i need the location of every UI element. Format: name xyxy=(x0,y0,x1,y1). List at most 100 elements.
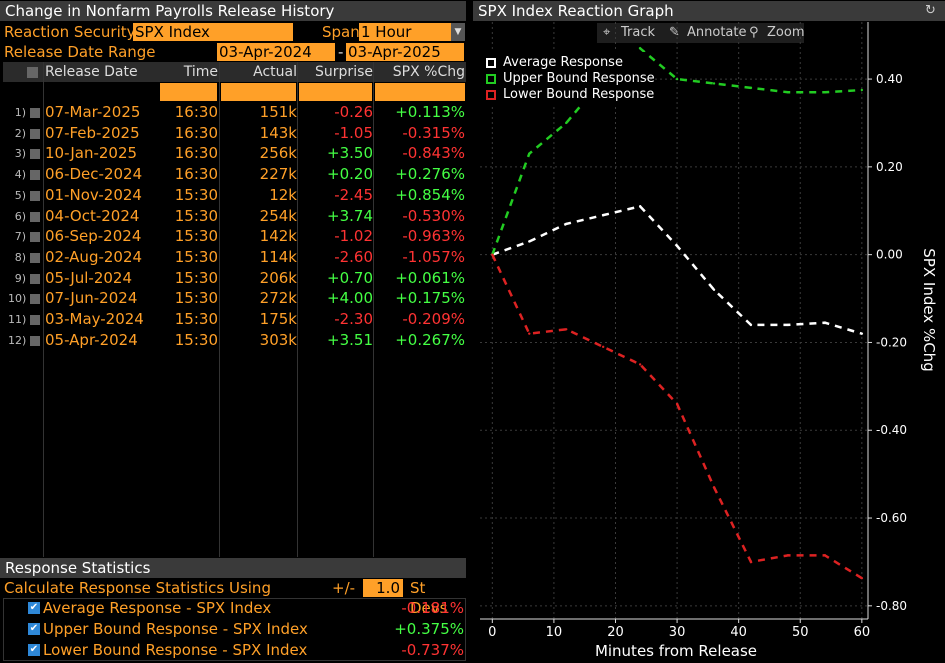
row-checkbox[interactable] xyxy=(30,149,40,160)
date-from-input[interactable]: 03-Apr-2024 xyxy=(217,43,335,61)
stats-value: -0.737% xyxy=(401,641,464,659)
row-checkbox[interactable] xyxy=(30,294,40,305)
time-cell: 15:30 xyxy=(174,289,218,308)
row-number: 1) xyxy=(14,106,26,119)
row-checkbox[interactable] xyxy=(30,170,40,181)
col-surprise[interactable]: Surprise xyxy=(315,64,373,80)
surprise-cell: +0.70 xyxy=(327,268,373,287)
surprise-cell: +3.51 xyxy=(327,330,373,349)
row-checkbox[interactable] xyxy=(30,211,40,222)
time-cell: 15:30 xyxy=(174,247,218,266)
surprise-cell: +3.74 xyxy=(327,206,373,225)
release-date-cell: 05-Apr-2024 xyxy=(45,330,138,349)
row-checkbox[interactable] xyxy=(30,252,40,263)
zoom-button[interactable]: Zoom xyxy=(767,25,805,40)
filter-spx-chg[interactable] xyxy=(375,83,465,101)
col-release-date[interactable]: Release Date xyxy=(45,64,138,80)
filter-time[interactable] xyxy=(160,83,217,101)
table-row[interactable]: 5) 01-Nov-2024 15:30 12k -2.45 +0.854% xyxy=(3,185,466,206)
col-actual[interactable]: Actual xyxy=(253,64,297,80)
time-cell: 16:30 xyxy=(174,103,218,121)
table-row[interactable]: 10) 07-Jun-2024 15:30 272k +4.00 +0.175% xyxy=(3,288,466,309)
table-header: Release Date Time Actual Surprise SPX %C… xyxy=(3,62,466,82)
checkbox-lower[interactable]: ✔ xyxy=(28,644,40,656)
stdev-label: St Devs xyxy=(410,579,448,617)
table-row[interactable]: 3) 10-Jan-2025 16:30 256k +3.50 -0.843% xyxy=(3,143,466,164)
annotate-button[interactable]: Annotate xyxy=(687,25,747,40)
release-history-panel: Change in Nonfarm Payrolls Release Histo… xyxy=(0,0,467,663)
data-point xyxy=(565,121,568,125)
spx-chg-cell: -0.843% xyxy=(402,144,465,163)
row-checkbox[interactable] xyxy=(30,190,40,201)
table-row[interactable]: 11) 03-May-2024 15:30 175k -2.30 -0.209% xyxy=(3,309,466,330)
filter-actual[interactable] xyxy=(221,83,296,101)
row-number: 2) xyxy=(14,126,26,140)
release-date-cell: 04-Oct-2024 xyxy=(45,206,140,225)
table-row[interactable]: 6) 04-Oct-2024 15:30 254k +3.74 -0.530% xyxy=(3,206,466,227)
y-axis-label: SPX Index %Chg xyxy=(920,248,938,371)
stats-label: Lower Bound Response - SPX Index xyxy=(43,641,308,659)
stats-label: Upper Bound Response - SPX Index xyxy=(43,620,308,638)
time-cell: 15:30 xyxy=(174,330,218,349)
row-checkbox[interactable] xyxy=(30,108,40,118)
row-checkbox[interactable] xyxy=(30,335,40,346)
release-date-range-row: Release Date Range 03-Apr-2024 - 03-Apr-… xyxy=(0,42,466,62)
y-tick-label: -0.80 xyxy=(876,599,907,613)
row-checkbox[interactable] xyxy=(30,315,40,325)
filter-surprise[interactable] xyxy=(299,83,372,101)
actual-cell: 114k xyxy=(259,247,297,266)
data-point xyxy=(860,576,864,580)
chevron-down-icon[interactable]: ▼ xyxy=(451,23,465,41)
crosshair-icon[interactable]: ⌖ xyxy=(603,25,611,40)
track-button[interactable]: Track xyxy=(621,25,656,40)
reaction-chart[interactable]: 0 10 20 30 40 50 60 0.40 0.20 0.00 -0.20 -0.40 -0.60… xyxy=(473,22,945,662)
date-to-input[interactable]: 03-Apr-2025 xyxy=(346,43,464,61)
row-checkbox[interactable] xyxy=(30,128,40,139)
data-point xyxy=(491,253,494,256)
table-row[interactable]: 4) 06-Dec-2024 16:30 227k +0.20 +0.276% xyxy=(3,164,466,185)
column-divider xyxy=(297,62,298,557)
data-point xyxy=(638,47,642,50)
data-point xyxy=(749,323,753,327)
x-axis-label: Minutes from Release xyxy=(595,642,757,660)
table-row[interactable]: 2) 07-Feb-2025 16:30 143k -1.05 -0.315% xyxy=(3,123,466,144)
table-row[interactable]: 7) 06-Sep-2024 15:30 142k -1.02 -0.963% xyxy=(3,226,466,247)
col-spx-chg[interactable]: SPX %Chg xyxy=(392,64,465,80)
refresh-icon[interactable]: ↻ xyxy=(925,3,936,18)
series-line-0[interactable] xyxy=(491,204,863,335)
spx-chg-cell: +0.854% xyxy=(395,185,465,204)
actual-cell: 175k xyxy=(259,310,297,328)
data-point xyxy=(675,402,679,406)
time-cell: 15:30 xyxy=(174,268,218,287)
row-checkbox[interactable] xyxy=(30,273,40,284)
data-point xyxy=(786,91,790,94)
row-number: 3) xyxy=(14,147,26,161)
data-point xyxy=(565,328,568,331)
stats-value: +0.375% xyxy=(394,620,464,638)
row-checkbox[interactable] xyxy=(30,232,40,243)
reaction-security-input[interactable]: SPX Index xyxy=(133,23,293,41)
release-date-cell: 05-Jul-2024 xyxy=(45,268,133,287)
stats-value: -0.181% xyxy=(401,599,464,617)
stats-title: Response Statistics xyxy=(0,558,466,578)
pencil-icon[interactable]: ✎ xyxy=(669,25,680,40)
table-row[interactable]: 12) 05-Apr-2024 15:30 303k +3.51 +0.267% xyxy=(3,330,466,351)
select-all-checkbox[interactable] xyxy=(27,67,38,78)
series-line-1[interactable] xyxy=(491,46,862,256)
release-date-cell: 10-Jan-2025 xyxy=(45,144,138,163)
legend-swatch xyxy=(486,74,496,84)
span-select[interactable]: 1 Hour xyxy=(359,23,451,41)
stdev-input[interactable]: 1.0 xyxy=(363,579,403,597)
spx-chg-cell: +0.113% xyxy=(395,103,465,121)
table-row[interactable]: 9) 05-Jul-2024 15:30 206k +0.70 +0.061% xyxy=(3,268,466,289)
col-time[interactable]: Time xyxy=(183,64,218,80)
magnifier-icon[interactable]: ⚲ xyxy=(749,25,759,40)
row-number: 4) xyxy=(14,168,26,182)
actual-cell: 227k xyxy=(259,165,297,184)
checkbox-upper[interactable]: ✔ xyxy=(28,623,40,635)
actual-cell: 256k xyxy=(259,144,297,163)
checkbox-average[interactable]: ✔ xyxy=(28,602,40,614)
graph-toolbar: ⌖ Track ✎ Annotate ⚲ Zoom xyxy=(597,23,804,43)
table-row[interactable]: 1) 07-Mar-2025 16:30 151k -0.26 +0.113% xyxy=(3,102,466,123)
table-row[interactable]: 8) 02-Aug-2024 15:30 114k -2.60 -1.057% xyxy=(3,247,466,268)
